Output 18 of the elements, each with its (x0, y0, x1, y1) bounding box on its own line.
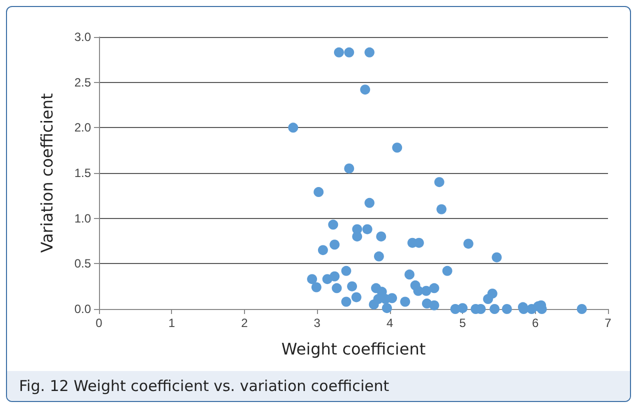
y-tick-label: 0.0 (74, 302, 92, 316)
y-tick-label: 1.0 (74, 211, 92, 226)
x-tick-label: 3 (314, 316, 321, 330)
y-tick-label: 2.5 (74, 75, 92, 90)
y-tick-label: 2.0 (74, 120, 92, 135)
y-tick-label: 0.5 (74, 256, 92, 271)
x-tick-label: 4 (386, 316, 394, 330)
x-tick-label: 5 (459, 316, 466, 330)
x-tick-label: 6 (532, 316, 539, 330)
x-tick-label: 2 (241, 316, 248, 330)
text: Fig. 12 Weight coefficient vs. variation coefficient (7, 371, 630, 401)
x-tick-label: 0 (96, 316, 103, 330)
x-tick-label: 7 (604, 316, 612, 330)
x-axis-title: Weight coefficient (281, 340, 426, 358)
y-axis-title: Variation coefficient (38, 93, 56, 253)
y-tick-label: 3.0 (74, 30, 92, 44)
y-tick-label: 1.5 (74, 166, 92, 180)
x-tick-label: 1 (168, 316, 176, 330)
